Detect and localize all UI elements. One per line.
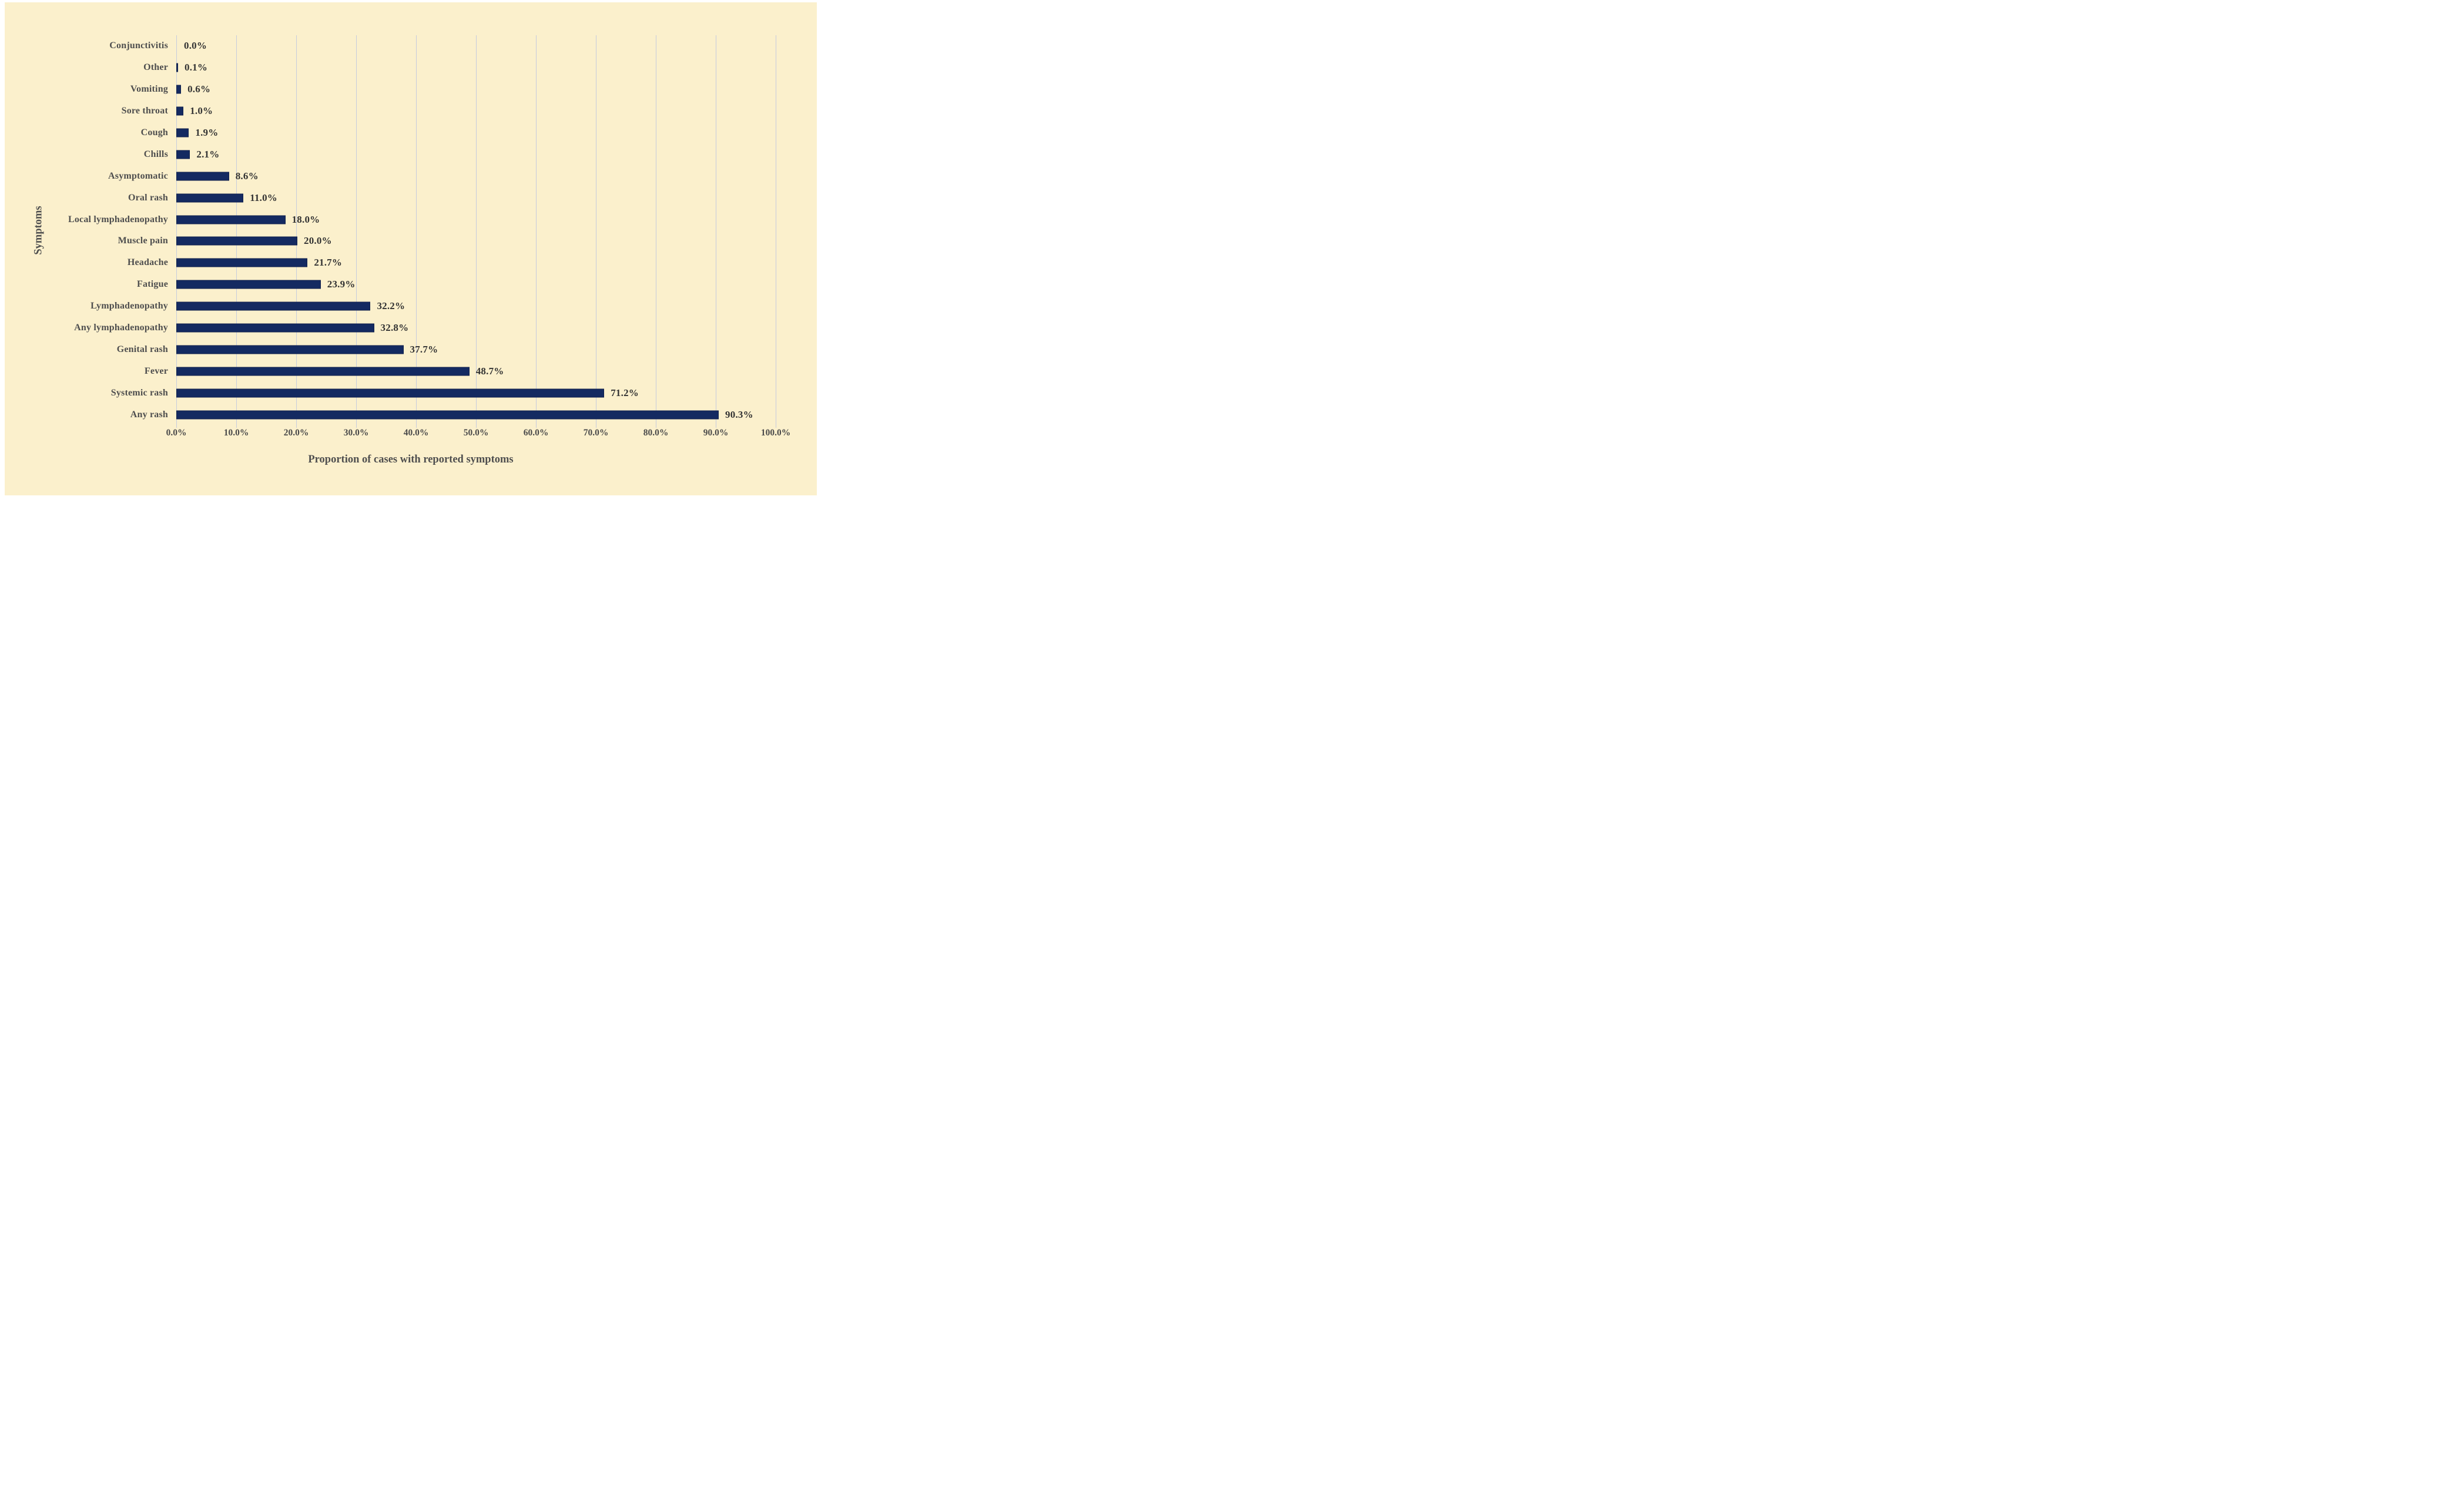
value-label: 2.1% — [196, 148, 220, 160]
value-label: 0.6% — [187, 83, 211, 95]
figure: Symptoms Conjunctivitis 0.0% Other 0.1% Vomi… — [0, 0, 822, 498]
x-tick-label: 10.0% — [223, 428, 249, 438]
bar — [176, 345, 404, 354]
bar-row: Chills 2.1% — [144, 143, 776, 165]
x-tick-label: 80.0% — [643, 428, 669, 438]
bar — [176, 410, 719, 420]
bar — [176, 258, 308, 267]
value-label: 20.0% — [304, 235, 332, 247]
value-label: 32.8% — [380, 322, 409, 334]
category-label: Any rash — [130, 409, 168, 420]
bar-row: Oral rash 11.0% — [128, 187, 776, 209]
bar-row: Fatigue 23.9% — [137, 274, 776, 296]
y-axis-title: Symptoms — [32, 206, 45, 255]
bar — [176, 106, 184, 116]
bar — [176, 172, 229, 181]
bar-row: Any lymphadenopathy 32.8% — [74, 317, 776, 339]
bar-row: Cough 1.9% — [141, 122, 776, 144]
bar-row: Local lymphadenopathy 18.0% — [68, 209, 776, 230]
bar-row: Other 0.1% — [143, 57, 776, 79]
bar — [176, 367, 470, 376]
x-tick-label: 0.0% — [166, 428, 187, 438]
bar-row: Fever 48.7% — [145, 360, 776, 382]
bar-row: Asymptomatic 8.6% — [108, 165, 776, 187]
category-label: Local lymphadenopathy — [68, 214, 168, 224]
bar — [176, 85, 182, 94]
value-label: 37.7% — [410, 343, 438, 355]
value-label: 0.1% — [185, 62, 208, 73]
value-label: 18.0% — [291, 213, 320, 225]
bar-row: Muscle pain 20.0% — [118, 230, 776, 252]
bar-row: Vomiting 0.6% — [130, 79, 776, 100]
category-label: Fever — [144, 366, 168, 376]
bar — [176, 150, 190, 159]
category-label: Cough — [140, 128, 168, 138]
category-label: Headache — [127, 257, 168, 268]
category-label: Other — [143, 62, 168, 73]
category-label: Fatigue — [137, 279, 168, 290]
bar-row: Genital rash 37.7% — [117, 338, 776, 360]
bar — [176, 128, 189, 138]
value-label: 23.9% — [327, 279, 356, 290]
value-label: 21.7% — [314, 257, 343, 269]
category-label: Vomiting — [130, 84, 168, 95]
category-label: Asymptomatic — [108, 170, 168, 181]
value-label: 90.3% — [725, 408, 753, 420]
x-axis-title: Proportion of cases with reported sympto… — [308, 454, 514, 465]
category-label: Conjunctivitis — [109, 41, 168, 51]
value-label: 11.0% — [250, 192, 277, 203]
x-tick-label: 20.0% — [283, 428, 309, 438]
value-label: 1.9% — [195, 127, 219, 138]
category-label: Any lymphadenopathy — [74, 323, 168, 333]
category-label: Sore throat — [121, 106, 168, 116]
x-tick-label: 50.0% — [463, 428, 489, 438]
x-tick-label: 40.0% — [403, 428, 429, 438]
category-label: Systemic rash — [110, 387, 168, 398]
chart-panel: Symptoms Conjunctivitis 0.0% Other 0.1% Vomi… — [5, 2, 817, 495]
x-tick-label: 70.0% — [583, 428, 609, 438]
bar — [176, 236, 297, 246]
plot-area: Conjunctivitis 0.0% Other 0.1% Vomiting 0.6% S… — [68, 35, 776, 428]
category-label: Genital rash — [116, 344, 168, 354]
bar-rows: Conjunctivitis 0.0% Other 0.1% Vomiting 0.6% S… — [68, 35, 776, 425]
value-label: 32.2% — [377, 300, 405, 312]
category-label: Oral rash — [128, 192, 168, 203]
category-label: Lymphadenopathy — [90, 301, 168, 311]
x-tick-label: 60.0% — [523, 428, 549, 438]
bar-row: Sore throat 1.0% — [122, 100, 776, 122]
x-axis-ticks: 0.0% 10.0% 20.0% 30.0% 40.0% 50.0% 60.0% 70.0% 8… — [166, 428, 791, 442]
bar — [176, 280, 321, 289]
value-label: 1.0% — [190, 105, 213, 117]
value-label: 0.0% — [184, 40, 207, 52]
bar — [176, 323, 374, 333]
bar-row: Systemic rash 71.2% — [111, 382, 776, 404]
value-label: 71.2% — [611, 387, 639, 398]
value-label: 8.6% — [235, 170, 259, 182]
bar-row: Conjunctivitis 0.0% — [109, 35, 776, 57]
value-label: 48.7% — [475, 365, 504, 377]
bar-row: Headache 21.7% — [128, 252, 776, 274]
bar-row: Lymphadenopathy 32.2% — [90, 296, 776, 317]
bar-row: Any rash 90.3% — [130, 404, 776, 425]
x-tick-label: 90.0% — [703, 428, 729, 438]
bar — [176, 388, 605, 398]
bar — [176, 215, 286, 224]
x-tick-label: 30.0% — [343, 428, 369, 438]
category-label: Muscle pain — [118, 236, 168, 246]
category-label: Chills — [143, 149, 168, 159]
bar — [176, 301, 371, 311]
x-tick-label: 100.0% — [760, 428, 791, 438]
bar — [176, 63, 179, 72]
bar — [176, 193, 244, 203]
